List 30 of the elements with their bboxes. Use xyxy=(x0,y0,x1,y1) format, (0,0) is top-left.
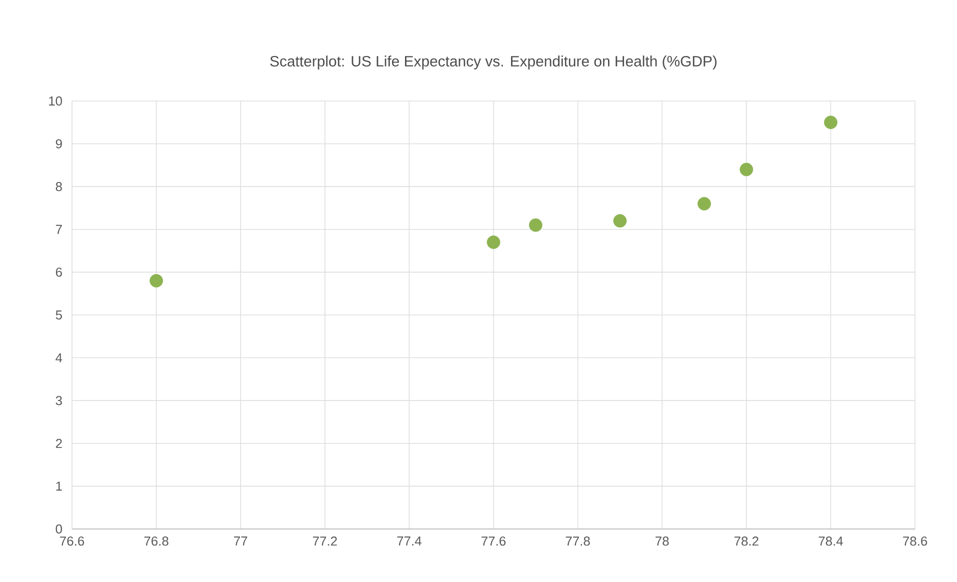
y-tick-label: 2 xyxy=(56,438,62,448)
x-tick-label: 77.8 xyxy=(566,536,590,546)
x-tick-label: 77.2 xyxy=(312,536,337,546)
x-tick-label: 78 xyxy=(656,536,669,546)
point xyxy=(613,214,627,228)
point xyxy=(824,116,838,130)
point xyxy=(150,274,164,288)
y-tick-label: 4 xyxy=(56,353,62,362)
y-tick-label: 5 xyxy=(56,310,62,320)
x-tick-label: 76.8 xyxy=(144,536,168,546)
x-tick-label: 78.2 xyxy=(734,536,758,546)
y-tick-label: 3 xyxy=(56,396,62,406)
point xyxy=(528,218,542,232)
x-tick-label: 78.6 xyxy=(903,536,928,546)
point xyxy=(698,197,711,210)
x-tick-label: 77.6 xyxy=(482,536,506,546)
y-tick-label: 9 xyxy=(56,139,62,148)
chart-title: Scatterplot: US Life Expectancy vs. Expenditure on Health (%GDP) xyxy=(270,56,717,70)
y-tick-label: 8 xyxy=(56,182,62,192)
y-tick-label: 10 xyxy=(49,96,62,106)
x-tick-label: 77 xyxy=(234,536,248,546)
y-tick-label: 6 xyxy=(56,268,62,277)
y-tick-label: 1 xyxy=(56,482,62,491)
x-tick-label: 76.6 xyxy=(60,536,84,546)
point xyxy=(486,236,500,249)
y-tick-label: 0 xyxy=(56,524,62,534)
point xyxy=(740,162,754,176)
x-tick-label: 78.4 xyxy=(818,536,843,546)
y-tick-label: 7 xyxy=(56,224,62,234)
x-tick-label: 77.4 xyxy=(397,536,422,546)
